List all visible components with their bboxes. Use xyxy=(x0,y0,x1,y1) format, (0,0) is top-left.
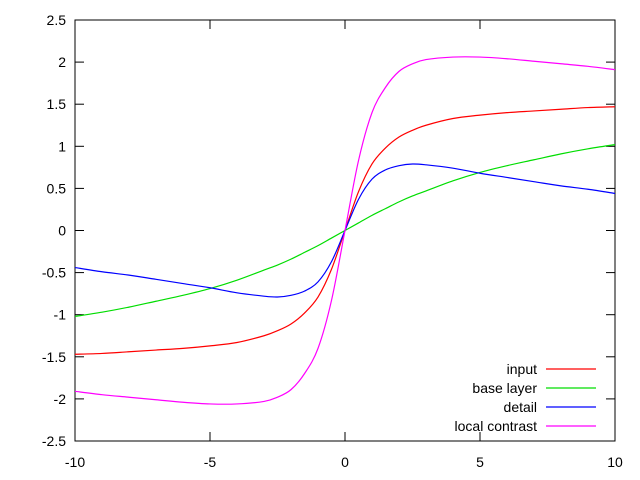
y-tick-label: 1.5 xyxy=(47,96,67,112)
y-tick-label: 2 xyxy=(58,54,66,70)
series-group xyxy=(74,56,616,405)
y-tick-label: 2.5 xyxy=(47,12,67,28)
x-tick-label: 5 xyxy=(476,454,484,470)
series-line-local-contrast xyxy=(74,56,616,405)
x-tick-label: -5 xyxy=(204,454,217,470)
legend-label: input xyxy=(507,361,537,377)
y-tick-label: -0.5 xyxy=(42,265,66,281)
y-tick-label: 0.5 xyxy=(47,180,67,196)
legend: input base layer detail local contrast xyxy=(455,361,596,434)
x-tick-label: 10 xyxy=(607,454,623,470)
y-tick-label: 1 xyxy=(58,138,66,154)
y-tick-label: -1 xyxy=(54,307,67,323)
y-tick-label: -1.5 xyxy=(42,349,66,365)
y-tick-label: -2.5 xyxy=(42,433,66,449)
x-tick-label: -10 xyxy=(65,454,85,470)
x-tick-label: 0 xyxy=(341,454,349,470)
legend-label: detail xyxy=(504,399,537,415)
y-tick-label: -2 xyxy=(54,391,67,407)
legend-label: local contrast xyxy=(455,418,538,434)
legend-label: base layer xyxy=(472,380,537,396)
axis-ticks: -10 -5 0 5 10 -2.5 -2 -1.5 -1 -0.5 0 0.5 1 1.5 2 2.5 xyxy=(42,12,623,470)
y-tick-label: 0 xyxy=(58,223,66,239)
